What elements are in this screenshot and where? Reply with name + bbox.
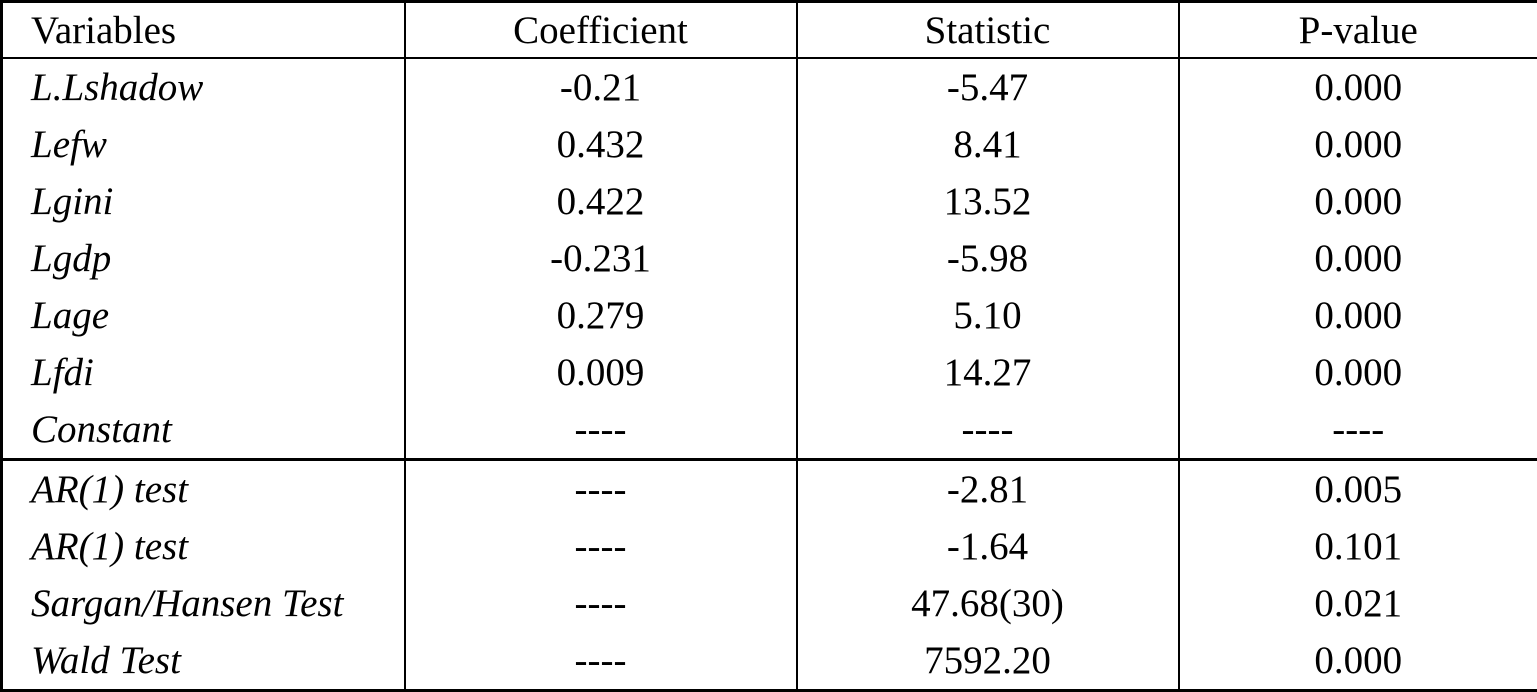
table-row: Lefw 0.432 8.41 0.000: [2, 116, 1537, 173]
p-value-cell: 0.000: [1179, 173, 1537, 230]
table-row: Lgdp -0.231 -5.98 0.000: [2, 230, 1537, 287]
statistic-cell: -1.64: [797, 518, 1179, 575]
variable-cell: AR(1) test: [2, 460, 405, 519]
p-value-cell: 0.000: [1179, 230, 1537, 287]
p-value-cell: 0.000: [1179, 58, 1537, 116]
statistic-cell: 13.52: [797, 173, 1179, 230]
table-row: Lgini 0.422 13.52 0.000: [2, 173, 1537, 230]
statistic-cell: 7592.20: [797, 632, 1179, 691]
column-header-coefficient: Coefficient: [405, 2, 797, 59]
statistic-cell: 5.10: [797, 287, 1179, 344]
coefficient-cell: ----: [405, 575, 797, 632]
table-row: Wald Test ---- 7592.20 0.000: [2, 632, 1537, 691]
variable-cell: L.Lshadow: [2, 58, 405, 116]
p-value-cell: 0.000: [1179, 632, 1537, 691]
p-value-cell: 0.000: [1179, 287, 1537, 344]
p-value-cell: 0.021: [1179, 575, 1537, 632]
variable-cell: Wald Test: [2, 632, 405, 691]
statistic-cell: ----: [797, 401, 1179, 460]
table-row: AR(1) test ---- -2.81 0.005: [2, 460, 1537, 519]
table-row: Lage 0.279 5.10 0.000: [2, 287, 1537, 344]
column-header-p-value: P-value: [1179, 2, 1537, 59]
coefficient-cell: 0.279: [405, 287, 797, 344]
variable-cell: Lgdp: [2, 230, 405, 287]
table-row: Lfdi 0.009 14.27 0.000: [2, 344, 1537, 401]
p-value-cell: 0.005: [1179, 460, 1537, 519]
coefficient-cell: ----: [405, 518, 797, 575]
variable-cell: Sargan/Hansen Test: [2, 575, 405, 632]
p-value-cell: 0.101: [1179, 518, 1537, 575]
column-header-variables: Variables: [2, 2, 405, 59]
coefficient-cell: -0.21: [405, 58, 797, 116]
coefficient-cell: -0.231: [405, 230, 797, 287]
diagnostic-tests-section: AR(1) test ---- -2.81 0.005 AR(1) test -…: [2, 460, 1537, 691]
variable-cell: AR(1) test: [2, 518, 405, 575]
table-header-row: Variables Coefficient Statistic P-value: [2, 2, 1537, 59]
coefficient-cell: ----: [405, 460, 797, 519]
p-value-cell: 0.000: [1179, 344, 1537, 401]
statistic-cell: 8.41: [797, 116, 1179, 173]
variable-cell: Lefw: [2, 116, 405, 173]
statistic-cell: 14.27: [797, 344, 1179, 401]
table-row: L.Lshadow -0.21 -5.47 0.000: [2, 58, 1537, 116]
variable-cell: Constant: [2, 401, 405, 460]
coefficients-section: L.Lshadow -0.21 -5.47 0.000 Lefw 0.432 8…: [2, 58, 1537, 460]
variable-cell: Lgini: [2, 173, 405, 230]
table-row: Sargan/Hansen Test ---- 47.68(30) 0.021: [2, 575, 1537, 632]
table-row: Constant ---- ---- ----: [2, 401, 1537, 460]
coefficient-cell: 0.422: [405, 173, 797, 230]
variable-cell: Lage: [2, 287, 405, 344]
coefficient-cell: 0.009: [405, 344, 797, 401]
p-value-cell: ----: [1179, 401, 1537, 460]
p-value-cell: 0.000: [1179, 116, 1537, 173]
statistic-cell: -5.98: [797, 230, 1179, 287]
coefficient-cell: 0.432: [405, 116, 797, 173]
statistic-cell: -2.81: [797, 460, 1179, 519]
table-row: AR(1) test ---- -1.64 0.101: [2, 518, 1537, 575]
coefficient-cell: ----: [405, 632, 797, 691]
statistic-cell: -5.47: [797, 58, 1179, 116]
coefficient-cell: ----: [405, 401, 797, 460]
statistic-cell: 47.68(30): [797, 575, 1179, 632]
variable-cell: Lfdi: [2, 344, 405, 401]
column-header-statistic: Statistic: [797, 2, 1179, 59]
